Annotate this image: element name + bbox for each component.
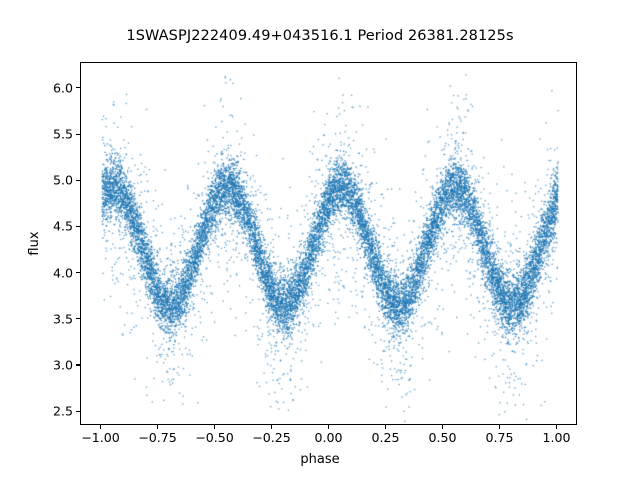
x-tick-label: 0.75 [485,430,514,445]
y-tick-label: 6.0 [52,80,73,96]
y-tick-label: 5.0 [52,172,73,188]
x-tick-label: −0.50 [195,430,234,445]
y-tick-label: 3.0 [52,357,73,373]
x-tick-label: 1.00 [542,430,571,445]
y-tick-mark [76,410,80,412]
x-tick-label: 0.00 [314,430,343,445]
x-tick-mark [328,425,330,429]
x-tick-mark [555,425,558,429]
x-tick-mark [157,425,159,429]
x-tick-label: 0.50 [428,430,457,445]
plot-area [80,62,577,425]
x-tick-mark [271,425,273,429]
y-axis-label: flux [27,231,42,256]
y-tick-label: 4.0 [52,265,73,281]
y-tick-label: 5.5 [52,126,73,142]
x-tick-label: −1.00 [81,430,120,445]
x-tick-label: −0.25 [252,430,291,445]
y-tick-mark [76,272,80,274]
y-tick-mark [76,318,80,320]
y-tick-label: 2.5 [52,403,73,419]
y-tick-mark [76,179,80,181]
page-title: 1SWASPJ222409.49+043516.1 Period 26381.2… [126,28,514,44]
x-axis-label: phase [300,452,340,467]
x-tick-label: −0.75 [138,430,177,445]
y-tick-mark [76,364,80,366]
y-tick-mark [76,87,80,89]
y-tick-mark [76,133,80,135]
x-tick-mark [498,425,501,429]
y-tick-label: 3.5 [52,311,73,327]
y-tick-mark [76,225,80,227]
x-tick-mark [214,425,216,429]
x-tick-mark [441,425,444,429]
x-tick-mark [384,425,387,429]
x-tick-mark [100,425,102,429]
y-tick-label: 4.5 [52,218,73,234]
x-tick-label: 0.25 [371,430,400,445]
scatter-plot-canvas [81,63,576,424]
